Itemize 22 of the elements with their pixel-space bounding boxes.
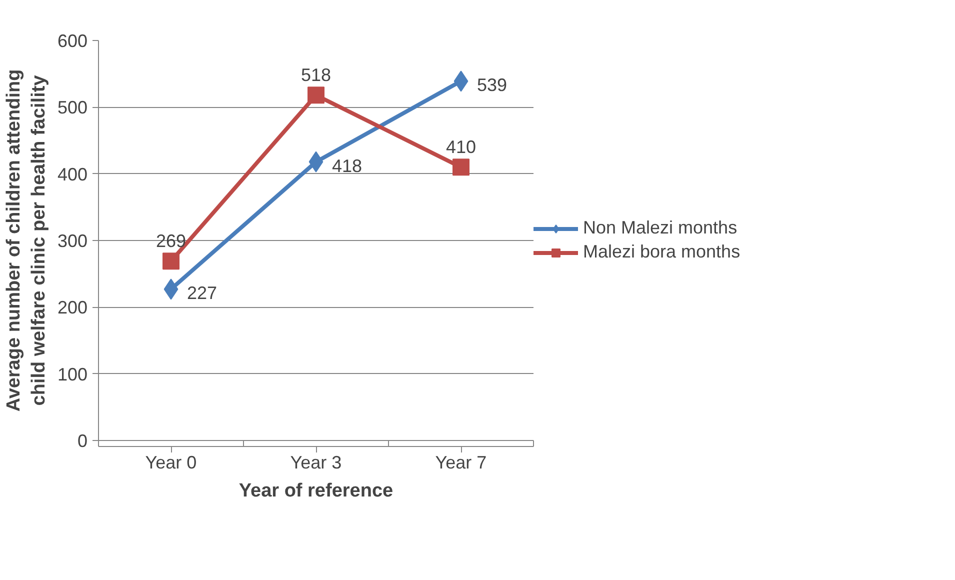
- x-tick-label: Year 3: [290, 452, 342, 472]
- point: [308, 86, 324, 104]
- y-axis-title: Average number of children attending child welfare clinic per health facility: [3, 69, 50, 412]
- x-axis-title: Year of reference: [238, 480, 394, 502]
- legend-label: Malezi bora months: [583, 242, 740, 262]
- point: [452, 158, 470, 176]
- point: [162, 252, 180, 270]
- data-label: 410: [446, 137, 476, 158]
- legend-label: Non Malezi months: [583, 218, 738, 238]
- data-label: 227: [187, 283, 218, 304]
- y-tick-label: 400: [57, 164, 88, 184]
- y-tick-label: 300: [57, 231, 88, 251]
- y-tick-label: 100: [57, 364, 88, 384]
- data-label: 418: [332, 156, 362, 176]
- data-label: 539: [477, 75, 508, 96]
- y-tick-label: 200: [57, 298, 88, 318]
- x-tick-label: Year 7: [435, 452, 487, 472]
- x-tick-label: Year 0: [145, 452, 197, 472]
- y-tick-label: 500: [57, 98, 88, 118]
- data-label: 518: [300, 65, 332, 86]
- y-tick-label: 600: [57, 31, 88, 51]
- y-tick-label: 0: [77, 431, 88, 451]
